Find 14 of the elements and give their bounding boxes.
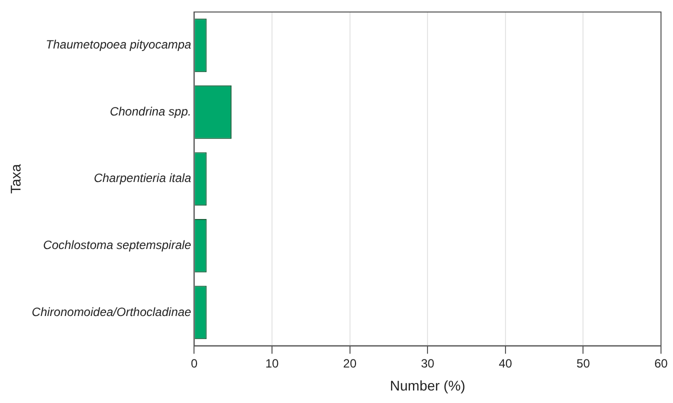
y-tick-label: Chironomoidea/Orthocladinae [32, 304, 192, 319]
y-tick-label: Thaumetopoea pityocampa [46, 38, 192, 52]
x-tick-label: 0 [190, 356, 198, 370]
x-tick-label: 20 [343, 356, 357, 370]
x-tick-label: 30 [420, 356, 435, 370]
y-tick-label: Cochlostoma septemspirale [43, 238, 192, 252]
y-tick-label: Charpentieria itala [94, 171, 192, 186]
x-tick-label: 10 [265, 356, 280, 370]
x-tick-label: 50 [576, 356, 590, 370]
x-axis-title: Number (%) [390, 377, 466, 394]
x-tick-label: 40 [498, 356, 512, 370]
x-tick-label: 60 [654, 356, 668, 370]
y-axis-title: Taxa [7, 164, 24, 194]
y-tick-label: Chondrina spp. [110, 104, 192, 118]
